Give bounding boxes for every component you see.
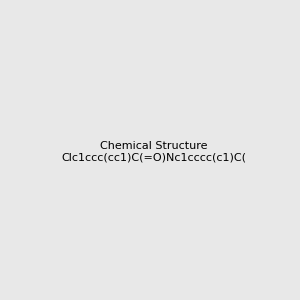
Text: Chemical Structure
Clc1ccc(cc1)C(=O)Nc1cccc(c1)C(: Chemical Structure Clc1ccc(cc1)C(=O)Nc1c… xyxy=(61,141,246,162)
